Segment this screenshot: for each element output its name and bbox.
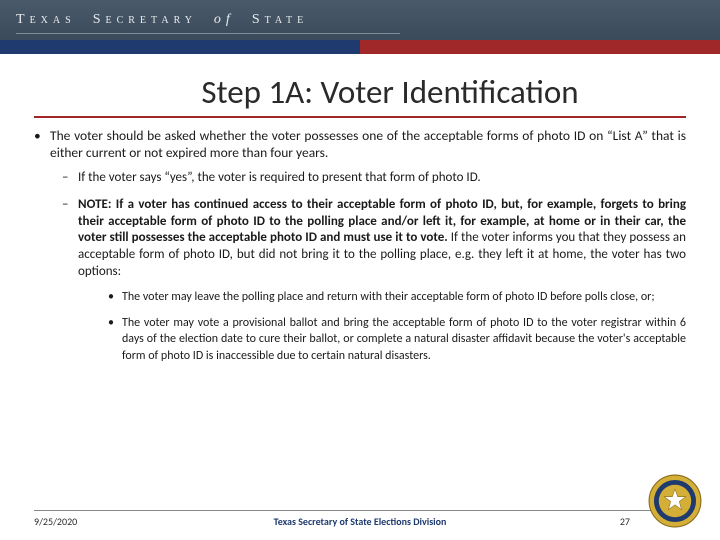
footer-page: 27 (620, 515, 630, 528)
footer-center: Texas Secretary of State Elections Divis… (274, 515, 447, 528)
header-bar: Texas Secretary of State (0, 0, 720, 40)
state-seal-icon (648, 474, 702, 528)
bullet-sub-note: NOTE: If a voter has continued access to… (50, 197, 686, 364)
bullet-main-text: The voter should be asked whether the vo… (50, 127, 686, 161)
option-2: The voter may vote a provisional ballot … (78, 315, 686, 364)
footer: 9/25/2020 Texas Secretary of State Elect… (34, 510, 686, 528)
bullet-sub-yes: If the voter says “yes”, the voter is re… (50, 170, 686, 187)
footer-date: 9/25/2020 (34, 515, 77, 528)
accent-bar (0, 40, 720, 54)
bullet-main: The voter should be asked whether the vo… (34, 128, 686, 364)
content-area: The voter should be asked whether the vo… (0, 128, 720, 364)
title-underline (34, 116, 686, 118)
org-name: Texas Secretary of State (16, 12, 308, 28)
slide-title: Step 1A: Voter Identification (60, 72, 720, 112)
option-1: The voter may leave the polling place an… (78, 289, 686, 305)
